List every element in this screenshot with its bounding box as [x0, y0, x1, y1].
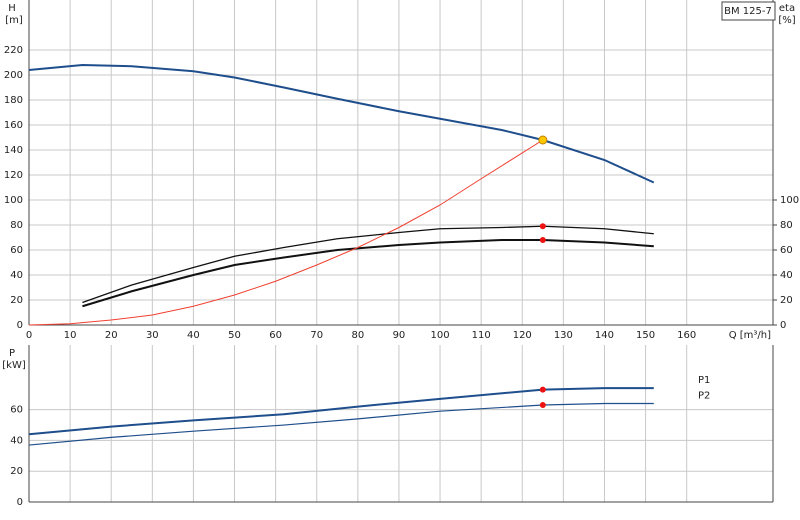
y-tick-label: 60: [10, 405, 23, 416]
y2-label: eta: [779, 3, 795, 14]
duty-point: [538, 135, 548, 145]
y-tick-label: 80: [10, 220, 23, 231]
x-tick-label: 90: [393, 330, 406, 341]
curve: [82, 225, 654, 304]
curve: [28, 402, 654, 446]
y-tick-label: 120: [4, 170, 23, 181]
y-tick-label: 220: [4, 45, 23, 56]
y-label: H: [8, 3, 16, 14]
curve: [82, 239, 654, 308]
x-tick-label: 70: [310, 330, 323, 341]
y-tick-label: 200: [4, 70, 23, 81]
duty-point: [539, 237, 546, 243]
curve: [28, 387, 654, 436]
x-tick-label: 80: [351, 330, 364, 341]
y-tick-label: 0: [17, 497, 23, 508]
y-unit: [m]: [5, 15, 23, 26]
x-tick-label: 150: [636, 330, 655, 341]
x-tick-label: 60: [269, 330, 282, 341]
duty-point: [539, 386, 546, 393]
y-tick-label: 180: [4, 95, 23, 106]
series-label: P1: [698, 375, 710, 386]
x-tick-label: 40: [187, 330, 200, 341]
y2-tick-label: 20: [780, 295, 793, 306]
y-tick-label: 20: [10, 295, 23, 306]
y-tick-label: 160: [4, 120, 23, 131]
x-tick-label: 0: [26, 330, 32, 341]
y-tick-label: 40: [10, 435, 23, 446]
duty-point: [539, 402, 546, 409]
y2-tick-label: 100: [780, 195, 799, 206]
y-label: P: [9, 348, 15, 359]
y-unit: [kW]: [2, 360, 26, 371]
y2-tick-label: 60: [780, 245, 793, 256]
duty-point: [539, 223, 546, 230]
x-tick-label: 110: [472, 330, 491, 341]
y-tick-label: 60: [10, 245, 23, 256]
y-tick-label: 0: [17, 320, 23, 331]
y-tick-label: 100: [4, 195, 23, 206]
x-tick-label: 10: [64, 330, 77, 341]
y2-unit: [%]: [778, 15, 795, 26]
y2-tick-label: 0: [780, 320, 786, 331]
y-tick-label: 40: [10, 270, 23, 281]
y-tick-label: 20: [10, 466, 23, 477]
x-tick-label: 160: [677, 330, 696, 341]
curve: [28, 139, 544, 326]
x-tick-label: 100: [431, 330, 450, 341]
x-tick-label: 20: [105, 330, 118, 341]
y2-tick-label: 40: [780, 270, 793, 281]
curve: [28, 63, 655, 184]
x-label: Q [m³/h]: [729, 330, 771, 341]
x-tick-label: 30: [146, 330, 159, 341]
y2-tick-label: 80: [780, 220, 793, 231]
x-tick-label: 130: [554, 330, 573, 341]
x-tick-label: 120: [513, 330, 532, 341]
title-box: [721, 1, 776, 21]
x-tick-label: 50: [228, 330, 241, 341]
x-tick-label: 140: [595, 330, 614, 341]
y-tick-label: 140: [4, 145, 23, 156]
series-label: P2: [698, 390, 710, 401]
chart-title: BM 125-7: [724, 6, 772, 17]
